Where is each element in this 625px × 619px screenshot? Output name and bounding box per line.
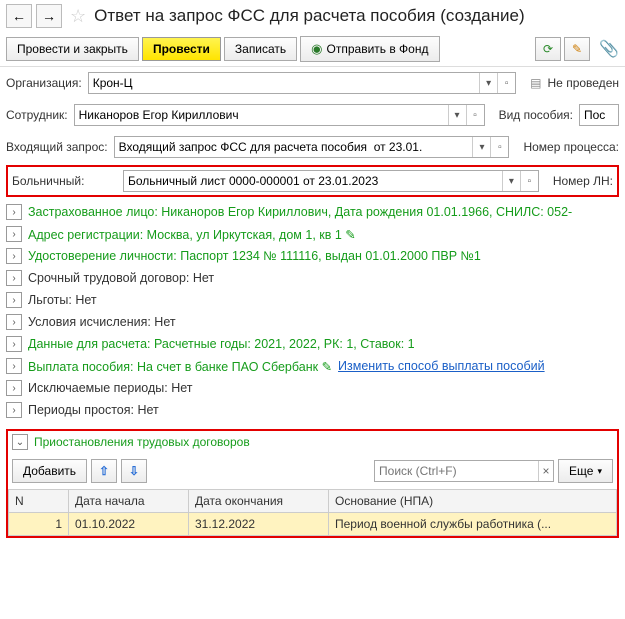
pencil-icon[interactable]: ✎ (345, 228, 355, 242)
payout-row: Выплата пособия: На счет в банке ПАО Сбе… (28, 359, 332, 374)
expand-toggle[interactable] (6, 336, 22, 352)
expand-toggle[interactable] (6, 204, 22, 220)
address-row: Адрес регистрации: Москва, ул Иркутская,… (28, 227, 356, 242)
benefits-row: Льготы: Нет (28, 293, 97, 307)
suspensions-table: N Дата начала Дата окончания Основание (… (8, 489, 617, 536)
incoming-request-field[interactable]: ▾ ▫ (114, 136, 510, 158)
incoming-request-input[interactable] (115, 137, 473, 157)
expand-toggle[interactable] (6, 226, 22, 242)
col-reason[interactable]: Основание (НПА) (329, 490, 617, 513)
send-to-fund-button[interactable]: ◉ Отправить в Фонд (300, 36, 439, 62)
expand-toggle[interactable] (6, 314, 22, 330)
pencil-icon[interactable]: ✎ (322, 360, 332, 374)
expand-toggle[interactable] (6, 270, 22, 286)
expand-toggle[interactable] (6, 358, 22, 374)
post-and-close-button[interactable]: Провести и закрыть (6, 37, 139, 61)
page-title: Ответ на запрос ФСС для расчета пособия … (94, 6, 525, 26)
suspensions-header: Приостановления трудовых договоров (34, 435, 250, 449)
clear-search-icon[interactable]: × (538, 461, 553, 481)
not-posted-label: Не проведен (548, 76, 619, 90)
col-end[interactable]: Дата окончания (189, 490, 329, 513)
more-button[interactable]: Еще ▾ (558, 459, 613, 483)
cell-start: 01.10.2022 (69, 513, 189, 536)
dropdown-icon[interactable]: ▾ (448, 105, 466, 125)
move-down-button[interactable]: ⇩ (121, 459, 147, 483)
open-icon[interactable]: ▫ (466, 105, 484, 125)
sick-leave-label: Больничный: (12, 174, 117, 188)
organization-field[interactable]: ▾ ▫ (88, 72, 516, 94)
expand-toggle[interactable] (6, 380, 22, 396)
fixed-term-row: Срочный трудовой договор: Нет (28, 271, 214, 285)
incoming-request-label: Входящий запрос: (6, 140, 108, 154)
benefit-type-field[interactable] (579, 104, 619, 126)
suspensions-section: Приостановления трудовых договоров Добав… (6, 429, 619, 538)
process-number-label: Номер процесса: (523, 140, 619, 154)
search-input[interactable] (375, 464, 538, 478)
benefit-type-input[interactable] (580, 105, 618, 125)
cell-n: 1 (9, 513, 69, 536)
main-toolbar: Провести и закрыть Провести Записать ◉ О… (0, 32, 625, 67)
cell-reason: Период военной службы работника (... (329, 513, 617, 536)
identity-row: Удостоверение личности: Паспорт 1234 № 1… (28, 249, 481, 263)
benefit-type-label: Вид пособия: (499, 108, 573, 122)
expand-toggle[interactable] (6, 402, 22, 418)
add-button[interactable]: Добавить (12, 459, 87, 483)
excluded-periods-row: Исключаемые периоды: Нет (28, 381, 193, 395)
attachment-icon[interactable]: 📎 (599, 39, 619, 59)
calc-conditions-row: Условия исчисления: Нет (28, 315, 176, 329)
calc-data-row: Данные для расчета: Расчетные годы: 2021… (28, 337, 415, 351)
search-field[interactable]: × (374, 460, 554, 482)
sick-leave-field[interactable]: ▾ ▫ (123, 170, 539, 192)
dropdown-icon[interactable]: ▾ (502, 171, 520, 191)
idle-periods-row: Периоды простоя: Нет (28, 403, 159, 417)
send-to-fund-label: Отправить в Фонд (327, 42, 429, 56)
open-icon[interactable]: ▫ (520, 171, 538, 191)
ln-number-label: Номер ЛН: (553, 174, 613, 188)
employee-input[interactable] (75, 105, 448, 125)
table-row[interactable]: 1 01.10.2022 31.12.2022 Период военной с… (9, 513, 617, 536)
insured-person-row: Застрахованное лицо: Никаноров Егор Кири… (28, 205, 572, 219)
document-status-icon: ▤ (530, 76, 541, 90)
expand-toggle[interactable] (6, 248, 22, 264)
refresh-button[interactable]: ⟳ (535, 37, 561, 61)
move-up-button[interactable]: ⇧ (91, 459, 117, 483)
open-icon[interactable]: ▫ (497, 73, 515, 93)
col-start[interactable]: Дата начала (69, 490, 189, 513)
cell-end: 31.12.2022 (189, 513, 329, 536)
report-button[interactable]: ✎ (564, 37, 590, 61)
organization-input[interactable] (89, 73, 479, 93)
expand-toggle[interactable] (6, 292, 22, 308)
globe-icon: ◉ (311, 41, 322, 57)
favorite-star-icon[interactable]: ☆ (70, 6, 86, 27)
employee-label: Сотрудник: (6, 108, 68, 122)
expand-toggle[interactable] (12, 434, 28, 450)
nav-forward-button[interactable]: → (36, 4, 62, 28)
sick-leave-input[interactable] (124, 171, 502, 191)
open-icon[interactable]: ▫ (490, 137, 508, 157)
nav-back-button[interactable]: ← (6, 4, 32, 28)
organization-label: Организация: (6, 76, 82, 90)
change-payout-link[interactable]: Изменить способ выплаты пособий (338, 359, 545, 373)
employee-field[interactable]: ▾ ▫ (74, 104, 485, 126)
dropdown-icon[interactable]: ▾ (472, 137, 490, 157)
dropdown-icon[interactable]: ▾ (479, 73, 497, 93)
post-button[interactable]: Провести (142, 37, 221, 61)
col-n[interactable]: N (9, 490, 69, 513)
write-button[interactable]: Записать (224, 37, 297, 61)
